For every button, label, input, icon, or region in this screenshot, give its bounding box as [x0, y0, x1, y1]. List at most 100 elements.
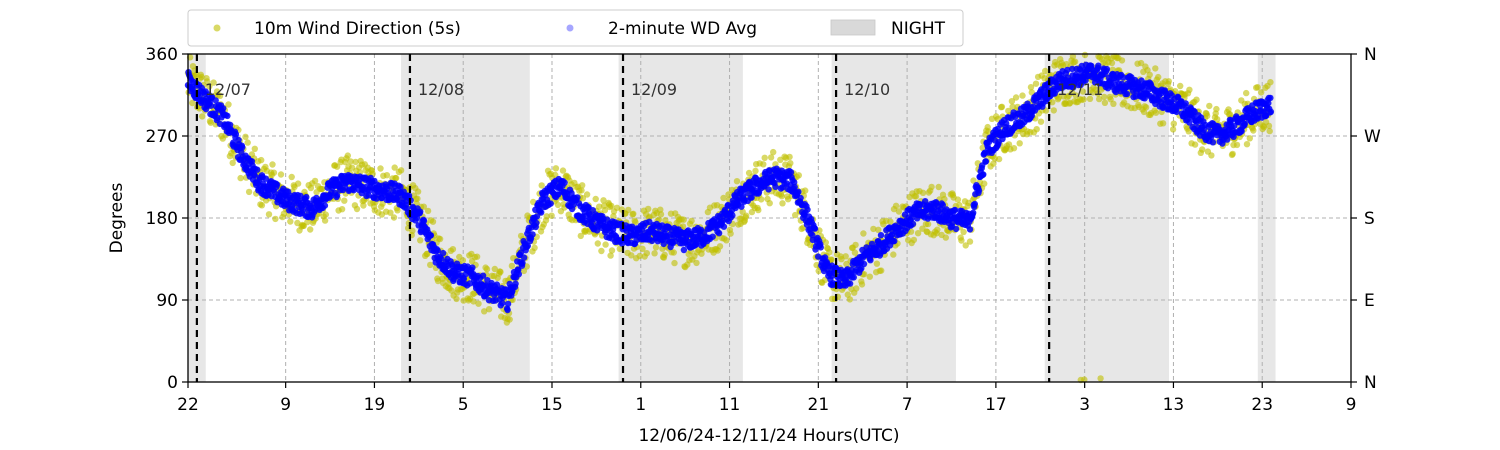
scatter-point	[1142, 104, 1150, 111]
scatter-point	[766, 200, 773, 207]
scatter-point	[778, 193, 785, 200]
scatter-point	[504, 306, 511, 314]
scatter-point	[232, 131, 240, 138]
scatter-point	[877, 232, 885, 239]
scatter-point	[1050, 107, 1058, 114]
scatter-point	[1266, 127, 1273, 135]
scatter-point	[853, 285, 860, 292]
scatter-point	[1095, 62, 1102, 69]
scatter-point	[660, 240, 667, 248]
scatter-point	[1209, 139, 1217, 146]
scatter-point	[499, 299, 506, 307]
scatter-point	[1072, 92, 1080, 99]
scatter-point	[311, 177, 319, 185]
scatter-point	[519, 259, 526, 267]
scatter-point	[387, 209, 394, 216]
scatter-point	[481, 308, 488, 315]
scatter-point	[1027, 84, 1035, 91]
scatter-point	[417, 237, 424, 244]
scatter-point	[533, 213, 541, 220]
scatter-point	[269, 161, 276, 168]
x-tick-label-2: 19	[364, 395, 386, 415]
scatter-point	[1120, 74, 1127, 81]
scatter-point	[287, 218, 294, 225]
scatter-point	[1108, 59, 1116, 67]
scatter-point	[1265, 122, 1273, 130]
x-tick-label-4: 15	[541, 395, 563, 415]
scatter-point	[251, 145, 258, 152]
day-boundary-label-3: 12/10	[844, 80, 890, 99]
scatter-point	[892, 202, 900, 209]
scatter-point	[506, 316, 513, 323]
scatter-point	[427, 232, 435, 239]
scatter-point	[543, 213, 550, 220]
scatter-point	[828, 256, 835, 263]
scatter-point	[424, 250, 431, 257]
scatter-point	[748, 194, 755, 201]
scatter-point	[797, 194, 804, 202]
scatter-point	[934, 226, 941, 233]
scatter-point	[207, 102, 215, 109]
scatter-point	[767, 154, 775, 161]
scatter-point	[760, 161, 767, 168]
y-axis-label: Degrees	[107, 182, 127, 253]
scatter-point	[321, 217, 329, 224]
scatter-point	[1159, 120, 1167, 127]
scatter-point	[493, 281, 501, 288]
scatter-point	[531, 244, 538, 251]
scatter-point	[912, 193, 920, 200]
scatter-point	[475, 300, 482, 307]
scatter-point	[860, 260, 868, 268]
scatter-point	[1213, 116, 1221, 123]
scatter-point	[981, 180, 988, 187]
scatter-point	[985, 128, 992, 135]
scatter-point	[791, 179, 798, 186]
scatter-point	[420, 203, 427, 210]
scatter-point	[1233, 141, 1241, 149]
day-boundary-label-0: 12/07	[205, 80, 251, 99]
scatter-point	[873, 260, 881, 267]
x-tick-label-6: 11	[719, 395, 741, 415]
scatter-point	[966, 238, 974, 245]
scatter-point	[592, 195, 599, 203]
scatter-point	[1096, 95, 1103, 103]
scatter-point	[288, 173, 295, 181]
scatter-point	[270, 169, 278, 176]
scatter-point	[600, 197, 607, 204]
scatter-point	[207, 119, 214, 126]
scatter-point	[725, 191, 732, 198]
y2-tick-label-2: S	[1364, 209, 1375, 229]
scatter-point	[688, 217, 695, 225]
scatter-point	[1049, 99, 1056, 106]
scatter-point	[594, 240, 601, 247]
x-tick-label-12: 23	[1251, 395, 1273, 415]
scatter-point	[437, 255, 445, 262]
scatter-point	[870, 225, 877, 233]
legend-frame	[187, 9, 964, 47]
y-tick-label-2: 180	[146, 209, 178, 229]
scatter-point	[607, 252, 614, 259]
scatter-point	[294, 219, 301, 227]
scatter-point	[779, 200, 786, 207]
scatter-point	[787, 160, 794, 167]
scatter-point	[1246, 135, 1254, 142]
scatter-point	[693, 259, 700, 267]
scatter-point	[1033, 126, 1040, 133]
scatter-point	[1258, 89, 1265, 96]
scatter-point	[307, 226, 314, 233]
scatter-point	[379, 200, 386, 207]
scatter-point	[928, 183, 935, 191]
x-tick-label-13: 9	[1346, 395, 1357, 415]
scatter-point	[811, 225, 819, 232]
scatter-point	[1208, 152, 1215, 159]
scatter-point	[1186, 119, 1193, 126]
scatter-point	[237, 174, 244, 182]
scatter-point	[822, 239, 829, 246]
scatter-point	[436, 235, 444, 243]
scatter-point	[826, 249, 833, 256]
legend-label-2min-wd-avg: 2-minute WD Avg	[608, 19, 757, 39]
scatter-point	[1267, 79, 1274, 86]
scatter-point	[392, 174, 400, 182]
scatter-point	[657, 211, 665, 218]
scatter-point	[758, 196, 765, 203]
